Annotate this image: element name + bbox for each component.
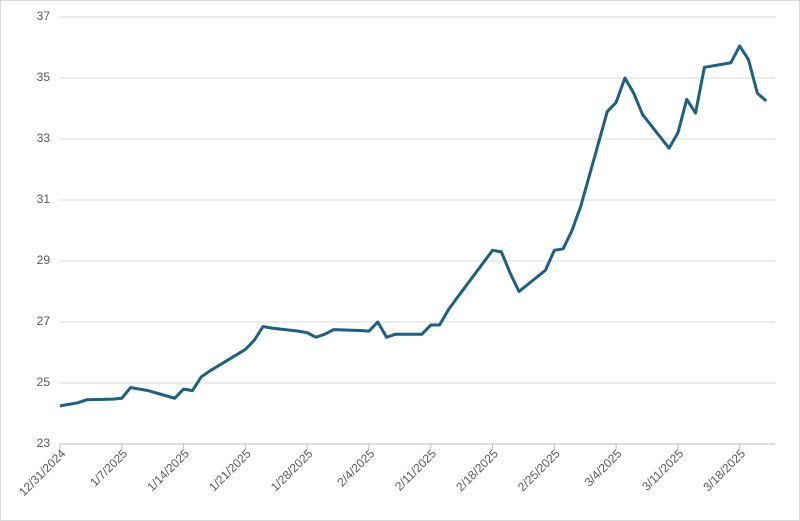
y-tick-label: 23 bbox=[37, 436, 51, 450]
y-tick-label: 35 bbox=[37, 70, 51, 84]
y-tick-label: 27 bbox=[37, 314, 51, 328]
y-tick-label: 31 bbox=[37, 192, 51, 206]
y-tick-label: 29 bbox=[37, 253, 51, 267]
y-tick-label: 25 bbox=[37, 375, 51, 389]
data-line bbox=[59, 44, 768, 408]
y-tick-label: 33 bbox=[37, 131, 51, 145]
y-tick-label: 37 bbox=[37, 9, 51, 23]
